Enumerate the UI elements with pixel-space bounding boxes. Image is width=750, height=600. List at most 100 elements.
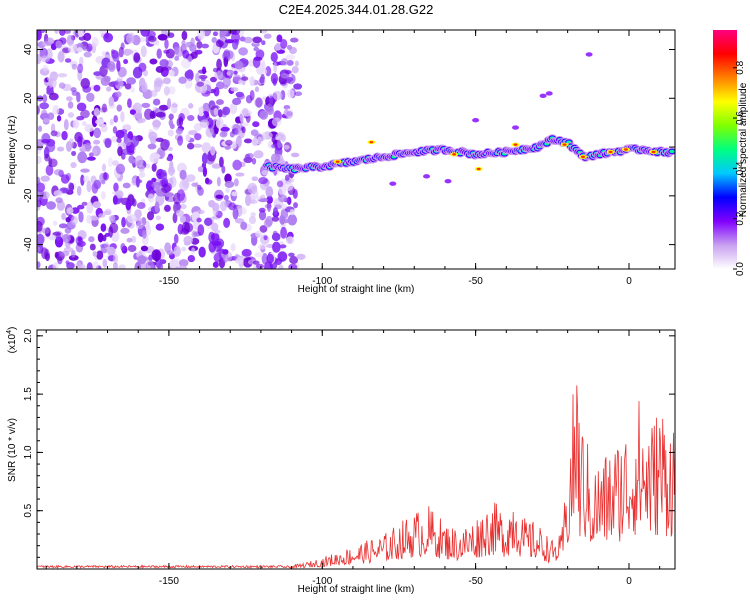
snr-background [37,330,675,569]
noise-speckle [129,157,135,164]
noise-speckle [210,146,216,156]
noise-speckle [130,86,135,93]
noise-speckle [101,163,107,172]
signal-peak-core [580,155,585,159]
noise-speckle [77,204,85,210]
noise-speckle [108,96,115,107]
snr-panel: -150 -100 -50 0 0.5 1.0 1.5 2.0 Height of stra… [6,327,676,595]
signal-peak-core [623,148,628,151]
noise-speckle [145,260,155,269]
noise-speckle [137,255,147,265]
noise-speckle [196,41,203,49]
noise-speckle [143,108,153,120]
noise-speckle [100,77,110,86]
spectrogram-x-label: Height of straight line (km) [298,284,415,295]
noise-speckle [77,240,86,247]
noise-speckle [91,115,98,128]
noise-speckle [226,71,231,76]
noise-speckle [86,156,96,161]
snr-xtick-label: -50 [468,576,483,587]
noise-speckle [252,121,260,128]
noise-speckle [201,43,210,49]
noise-speckle [37,105,40,115]
noise-speckle [185,41,194,48]
noise-speckle [253,150,264,159]
noise-speckle [263,218,273,228]
noise-speckle [261,169,269,176]
noise-speckle [222,76,231,88]
noise-speckle [37,221,43,232]
colorbar-tick-label: 0.6 [735,111,746,125]
snr-x-label: Height of straight line (km) [298,584,415,595]
noise-speckle [201,152,208,165]
noise-speckle [270,153,281,163]
noise-speckle [147,143,157,150]
noise-speckle [147,193,155,203]
snr-xtick-label: -100 [312,576,332,587]
noise-speckle [148,131,158,141]
noise-speckle [120,227,130,234]
noise-speckle [289,256,299,264]
noise-speckle [212,261,219,268]
noise-speckle [243,36,253,44]
noise-speckle [225,187,230,194]
noise-speckle [293,83,303,90]
noise-speckle [278,264,284,269]
noise-speckle [266,200,272,212]
noise-speckle [284,174,290,181]
noise-speckle [196,81,205,87]
noise-speckle [197,186,204,196]
snr-xtick-label: 0 [626,576,632,587]
noise-speckle [283,144,290,150]
noise-speckle [220,126,230,132]
noise-speckle [68,254,79,261]
noise-speckle [212,206,219,216]
noise-speckle [263,33,272,39]
noise-speckle [248,215,257,225]
noise-speckle [149,58,158,65]
noise-speckle [50,43,57,51]
noise-speckle [215,81,225,90]
snr-multiplier: (x104) [6,327,18,354]
noise-speckle [174,55,180,61]
noise-speckle [154,80,165,85]
noise-speckle [296,253,306,260]
noise-speckle [42,94,48,103]
noise-speckle [213,252,222,263]
noise-speckle [138,171,146,178]
noise-speckle [171,103,178,108]
noise-speckle [76,47,83,53]
snr-series-line [37,385,675,569]
noise-speckle [219,200,228,212]
noise-speckle [225,139,233,146]
signal-peak-core [513,143,518,146]
noise-speckle [277,251,288,262]
noise-speckle [274,42,282,51]
noise-speckle [45,164,54,176]
noise-speckle [276,34,283,43]
signal-peak-core [335,160,340,163]
noise-speckle [64,30,71,34]
colorbar-tick-label: 0.0 [735,262,746,276]
noise-speckle [84,124,94,133]
noise-speckle [241,248,252,257]
noise-speckle [249,76,255,87]
noise-speckle [288,263,298,269]
noise-speckle [285,76,294,82]
spectrogram-ytick-label: -40 [23,237,34,252]
signal-fragment [444,179,452,184]
noise-speckle [187,255,196,263]
noise-speckle [45,37,55,46]
noise-speckle [235,256,244,264]
noise-speckle [270,51,278,63]
noise-speckle [77,30,84,38]
noise-speckle [197,166,205,173]
noise-speckle [135,221,144,230]
noise-speckle [136,118,143,124]
noise-speckle [213,86,220,97]
signal-fragment [539,93,547,99]
noise-speckle [126,237,133,243]
noise-speckle [77,63,84,74]
noise-speckle [93,179,102,190]
noise-speckle [265,66,272,77]
